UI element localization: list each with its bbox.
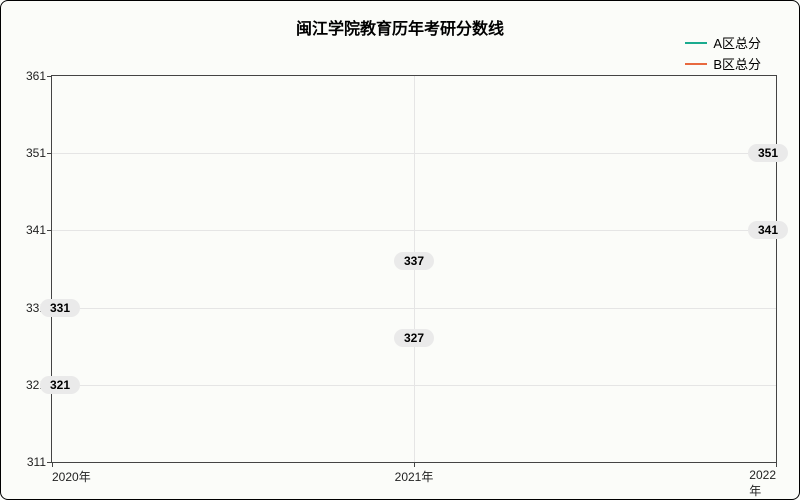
data-label: 327 [394, 329, 434, 347]
y-tick-mark [47, 76, 52, 77]
legend-label: B区总分 [713, 54, 761, 73]
plot-area: 3113213313413513612020年2021年2022年3313373… [51, 75, 777, 463]
legend-item-a: A区总分 [685, 33, 761, 52]
x-tick-mark [52, 462, 53, 467]
data-label: 337 [394, 252, 434, 270]
chart-title: 闽江学院教育历年考研分数线 [296, 15, 504, 39]
y-tick-label: 361 [26, 69, 46, 83]
chart-container: 闽江学院教育历年考研分数线 A区总分 B区总分 3113213313413513… [0, 0, 800, 500]
x-tick-label: 2020年 [52, 468, 91, 485]
x-tick-mark [776, 462, 777, 467]
legend-line-a [685, 42, 707, 44]
y-tick-label: 311 [27, 455, 46, 469]
legend-item-b: B区总分 [685, 54, 761, 73]
legend-line-b [685, 63, 707, 65]
x-tick-label: 2021年 [395, 468, 434, 485]
y-tick-label: 341 [26, 223, 46, 237]
data-label: 321 [40, 376, 80, 394]
data-label: 331 [40, 299, 80, 317]
x-tick-label: 2022年 [749, 468, 776, 499]
data-label: 341 [748, 221, 788, 239]
y-tick-label: 351 [26, 146, 46, 160]
data-label: 351 [748, 144, 788, 162]
x-tick-mark [414, 462, 415, 467]
legend-label: A区总分 [713, 33, 761, 52]
legend: A区总分 B区总分 [685, 33, 761, 75]
